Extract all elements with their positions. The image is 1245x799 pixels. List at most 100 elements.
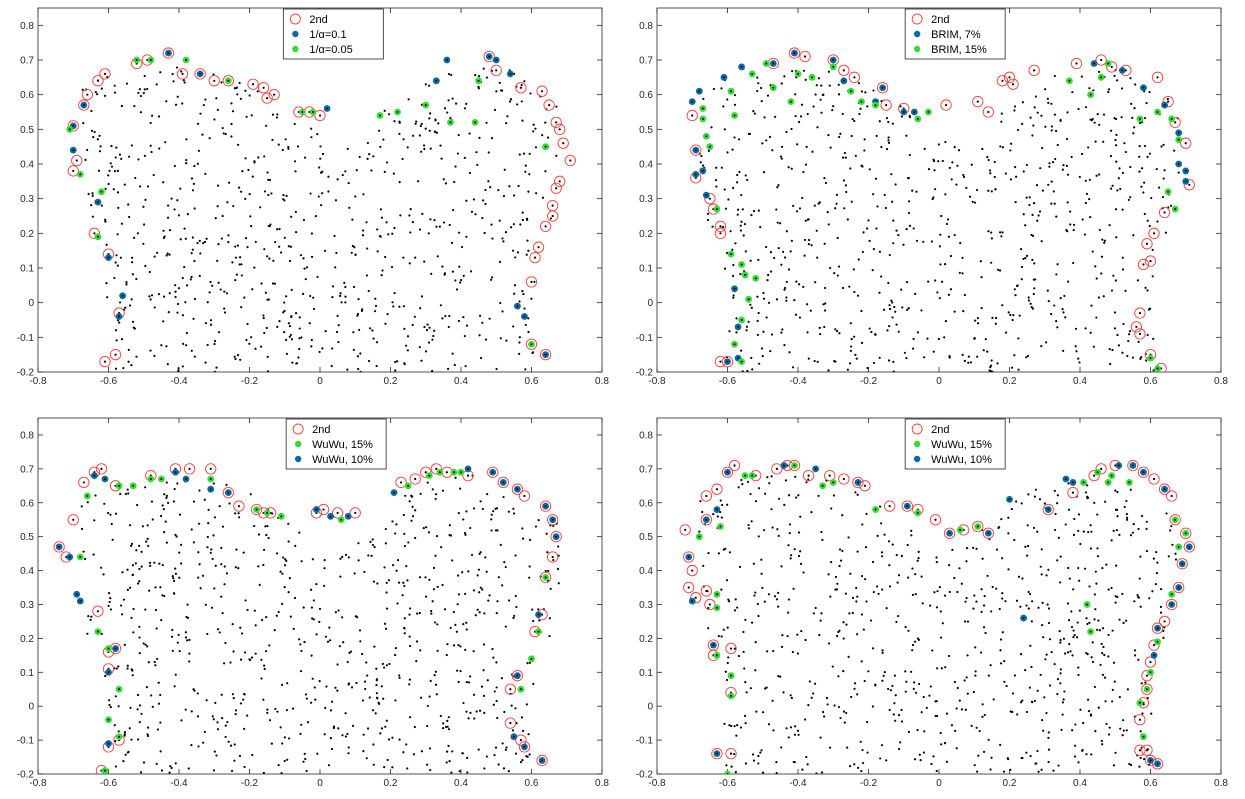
interior-point	[302, 218, 306, 221]
ring-center-point	[708, 603, 711, 606]
interior-point	[298, 638, 301, 641]
interior-point	[234, 357, 237, 361]
y-tick-label: 0.8	[20, 21, 34, 32]
ring-marker	[1003, 71, 1016, 83]
interior-point	[1121, 268, 1125, 271]
interior-point	[1011, 692, 1015, 695]
dot-center-point	[435, 79, 438, 82]
dot-center-point	[75, 593, 78, 596]
interior-point	[259, 206, 262, 209]
interior-point	[731, 274, 735, 277]
interior-point	[1096, 513, 1099, 516]
interior-point	[759, 751, 762, 754]
interior-point	[220, 546, 223, 549]
interior-point	[236, 244, 239, 247]
interior-point	[949, 288, 952, 291]
ring-center-point	[1011, 83, 1015, 86]
interior-point	[1059, 555, 1062, 558]
interior-point	[816, 126, 819, 129]
interior-point	[284, 338, 288, 341]
interior-point	[1112, 661, 1116, 664]
interior-point	[293, 160, 297, 163]
interior-point	[385, 581, 388, 584]
interior-point	[1085, 192, 1089, 195]
interior-point	[250, 336, 253, 339]
y-tick-label: 0.8	[639, 430, 653, 441]
interior-point	[928, 694, 931, 697]
interior-point	[445, 653, 448, 657]
interior-point	[136, 693, 140, 697]
interior-point	[1114, 279, 1117, 282]
interior-point	[319, 145, 322, 148]
interior-point	[804, 78, 807, 81]
interior-point	[147, 726, 150, 729]
interior-point	[938, 586, 941, 589]
interior-point	[1174, 558, 1178, 561]
interior-point	[1140, 514, 1144, 518]
interior-point	[456, 574, 460, 577]
interior-point	[514, 707, 517, 710]
interior-point	[385, 221, 388, 224]
interior-point	[436, 649, 439, 652]
interior-point	[719, 499, 722, 502]
interior-point	[1046, 97, 1049, 100]
interior-point	[482, 669, 485, 672]
ring-center-point	[86, 93, 89, 96]
interior-point	[415, 640, 419, 643]
interior-point	[491, 647, 494, 651]
interior-point	[1024, 545, 1027, 548]
interior-point	[820, 771, 824, 774]
interior-point	[880, 275, 883, 278]
dot-center-point	[705, 194, 708, 197]
interior-point	[765, 245, 768, 249]
interior-point	[290, 215, 293, 218]
ring-center-point	[399, 481, 403, 484]
interior-point	[845, 190, 848, 194]
interior-point	[197, 149, 200, 152]
interior-point	[736, 173, 739, 177]
interior-point	[286, 682, 289, 685]
interior-point	[934, 279, 937, 282]
interior-point	[505, 339, 508, 342]
interior-point	[917, 638, 920, 641]
interior-point	[502, 495, 505, 499]
interior-point	[897, 614, 900, 618]
interior-point	[1089, 524, 1092, 527]
interior-point	[837, 705, 841, 709]
interior-point	[1022, 257, 1025, 261]
interior-point	[707, 606, 710, 610]
x-tick-label: -0.6	[719, 778, 737, 789]
ring-center-point	[530, 280, 533, 283]
interior-point	[897, 330, 900, 333]
interior-point	[270, 742, 273, 745]
interior-point	[849, 349, 852, 352]
interior-point	[287, 322, 290, 325]
interior-point	[423, 147, 426, 151]
interior-point	[1129, 763, 1133, 767]
interior-point	[1073, 517, 1076, 521]
interior-point	[793, 733, 797, 736]
ring-center-point	[705, 589, 708, 593]
interior-point	[287, 245, 290, 248]
interior-point	[442, 722, 445, 725]
interior-point	[451, 352, 454, 355]
interior-point	[487, 180, 490, 183]
interior-point	[201, 574, 205, 577]
interior-point	[503, 710, 506, 714]
interior-point	[213, 339, 217, 343]
dot-center-point	[523, 745, 526, 748]
interior-point	[509, 98, 513, 101]
interior-point	[233, 87, 236, 90]
interior-point	[288, 325, 292, 328]
dot-center-point	[987, 532, 990, 535]
interior-point	[470, 553, 474, 557]
interior-point	[519, 761, 523, 764]
interior-point	[865, 600, 868, 603]
interior-point	[1003, 660, 1006, 663]
interior-point	[1031, 134, 1034, 137]
interior-point	[800, 629, 803, 633]
interior-point	[159, 514, 163, 518]
interior-point	[208, 291, 211, 294]
interior-point	[142, 761, 146, 764]
interior-point	[247, 168, 250, 172]
